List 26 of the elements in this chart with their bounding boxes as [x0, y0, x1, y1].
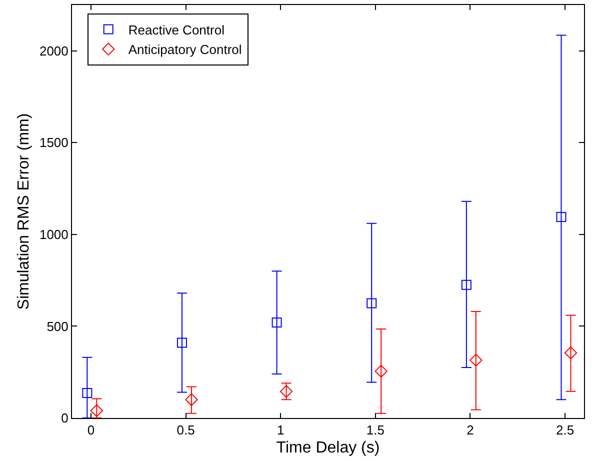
point [90, 404, 103, 418]
legend-label: Anticipatory Control [128, 42, 242, 58]
point [272, 318, 282, 328]
x-tick-label: 2 [466, 422, 474, 438]
point [185, 393, 198, 406]
x-tick-label: 2.5 [556, 422, 574, 438]
point [374, 364, 388, 378]
point [366, 298, 377, 308]
legend-label: Reactive Control [128, 22, 225, 38]
y-tick-label: 500 [46, 318, 68, 334]
y-tick-label: 1000 [39, 226, 68, 242]
y-tick-label: 0 [61, 410, 68, 426]
point [470, 354, 482, 367]
y-axis-title: Simulation RMS Error (mm) [15, 113, 32, 310]
point [564, 346, 578, 360]
point [461, 280, 472, 290]
y-tick-label: 1500 [39, 135, 68, 150]
x-tick-label: 1.5 [366, 422, 384, 438]
y-tick-label: 2000 [39, 43, 68, 58]
point [176, 338, 187, 348]
x-tick-label: 0.5 [176, 422, 195, 438]
point [556, 212, 566, 222]
point [82, 388, 92, 398]
x-tick-label: 1 [276, 422, 284, 438]
x-axis-title: Time Delay (s) [276, 439, 380, 456]
x-tick-label: 0 [87, 422, 95, 438]
